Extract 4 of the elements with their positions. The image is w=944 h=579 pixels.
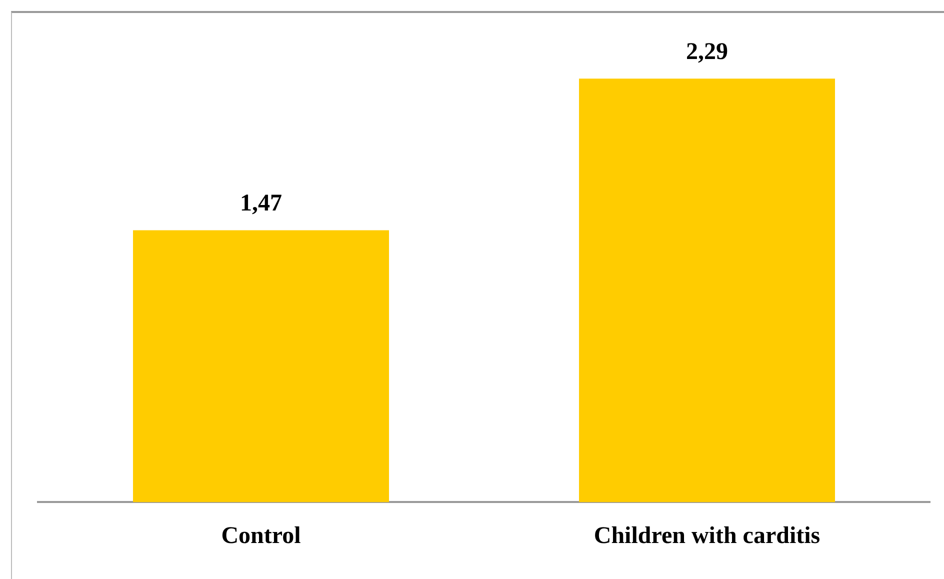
x-tick-label: Control [221,522,302,549]
x-tick-label: Children with carditis [594,522,820,549]
data-label: 2,29 [686,38,728,65]
data-label: 1,47 [240,190,282,216]
